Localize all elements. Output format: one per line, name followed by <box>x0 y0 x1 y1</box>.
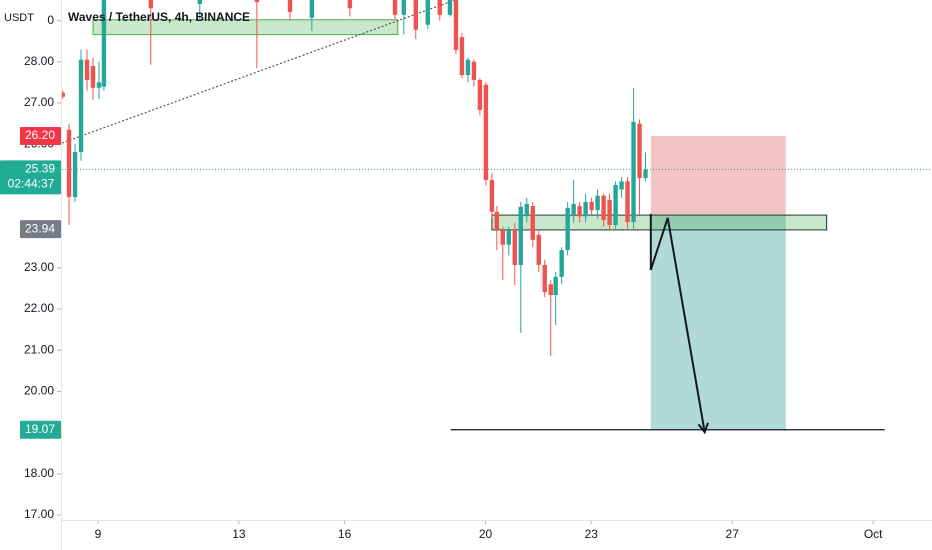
candle-body <box>309 0 315 18</box>
arrow-head <box>697 422 709 435</box>
candle-body <box>84 59 90 80</box>
candle-body <box>465 59 471 75</box>
price-label-box <box>0 160 61 195</box>
candle-body <box>447 0 453 15</box>
price-label: 19.07 <box>25 422 55 436</box>
candle-body <box>601 195 606 221</box>
countdown: 02:44:37 <box>8 177 55 191</box>
chart-title: Waves / TetherUS, 4h, BINANCE <box>68 10 250 24</box>
y-tick-label: 27.00 <box>24 95 54 109</box>
y-tick-label: 17.00 <box>24 507 54 521</box>
candle-body <box>577 206 582 217</box>
candle-body <box>96 82 102 88</box>
candle-body <box>565 208 570 251</box>
x-tick-label: 9 <box>95 527 102 541</box>
price-label-box <box>20 220 61 239</box>
candle-body <box>254 0 260 3</box>
stop-zone <box>650 135 786 216</box>
candle-body <box>613 185 618 225</box>
candle-body <box>524 203 529 215</box>
candle-body <box>197 0 202 5</box>
unit-box <box>0 7 47 29</box>
candle-body <box>453 0 459 50</box>
candle-body <box>619 181 624 190</box>
price-label: 25.39 <box>25 162 55 176</box>
candle-body <box>559 250 564 277</box>
zone <box>491 214 828 231</box>
candle-body <box>553 276 558 296</box>
candle-body <box>631 121 636 223</box>
candle-body <box>489 180 495 212</box>
x-tick-label: 16 <box>338 527 352 541</box>
y-unit: USDT <box>4 12 34 24</box>
candle-body <box>471 61 477 80</box>
y-tick-label: 18.00 <box>24 466 54 480</box>
candle-body <box>589 201 594 211</box>
candle-body <box>583 201 588 217</box>
candle-body <box>413 0 418 30</box>
candle-body <box>459 37 465 75</box>
candle-body <box>548 284 553 296</box>
y-tick-label: 21.00 <box>24 342 54 356</box>
candle-body <box>287 0 293 12</box>
y-tick-label: 20.00 <box>24 384 54 398</box>
plot-area <box>62 0 932 435</box>
candle-body <box>625 181 630 223</box>
candle-body <box>643 169 648 179</box>
x-tick-label: 27 <box>726 527 740 541</box>
price-label-box <box>20 126 61 145</box>
candle-body <box>637 123 642 179</box>
x-tick-label: 23 <box>585 527 599 541</box>
trendline <box>62 0 456 144</box>
candle-body <box>571 203 576 215</box>
candle-body <box>90 65 96 88</box>
candle-body <box>101 0 107 87</box>
x-tick-label: 20 <box>479 527 493 541</box>
candle-body <box>148 0 153 9</box>
candle-body <box>66 129 72 197</box>
candle-body <box>494 211 500 230</box>
candle-body <box>530 206 535 240</box>
y-tick-label: 28.00 <box>24 54 54 68</box>
arrow-path <box>649 213 706 433</box>
candle-body <box>536 234 541 265</box>
candle-body <box>425 0 430 25</box>
candle-body <box>392 0 398 15</box>
candle-body <box>506 229 512 245</box>
price-label: 26.20 <box>25 128 55 142</box>
candle-body <box>500 229 506 245</box>
candle-body <box>72 152 78 197</box>
x-tick-label: 13 <box>232 527 246 541</box>
candle-body <box>542 264 547 293</box>
candle-body <box>347 0 353 9</box>
zone <box>92 19 399 36</box>
candle-body <box>437 0 442 15</box>
target-zone <box>650 215 786 430</box>
candle-body <box>401 0 406 15</box>
x-tick-label: Oct <box>864 527 883 541</box>
candle-body <box>595 195 600 211</box>
y-tick-label: 23.00 <box>24 260 54 274</box>
candle-body <box>78 59 84 153</box>
y-tick-label: 22.00 <box>24 301 54 315</box>
candle-body <box>483 84 489 181</box>
candle-body <box>512 229 517 265</box>
price-label: 23.94 <box>25 221 55 235</box>
price-label-box <box>20 420 61 439</box>
candle-body <box>477 79 483 111</box>
candle-body <box>62 92 65 97</box>
candle-body <box>607 199 612 225</box>
candle-body <box>518 206 523 265</box>
